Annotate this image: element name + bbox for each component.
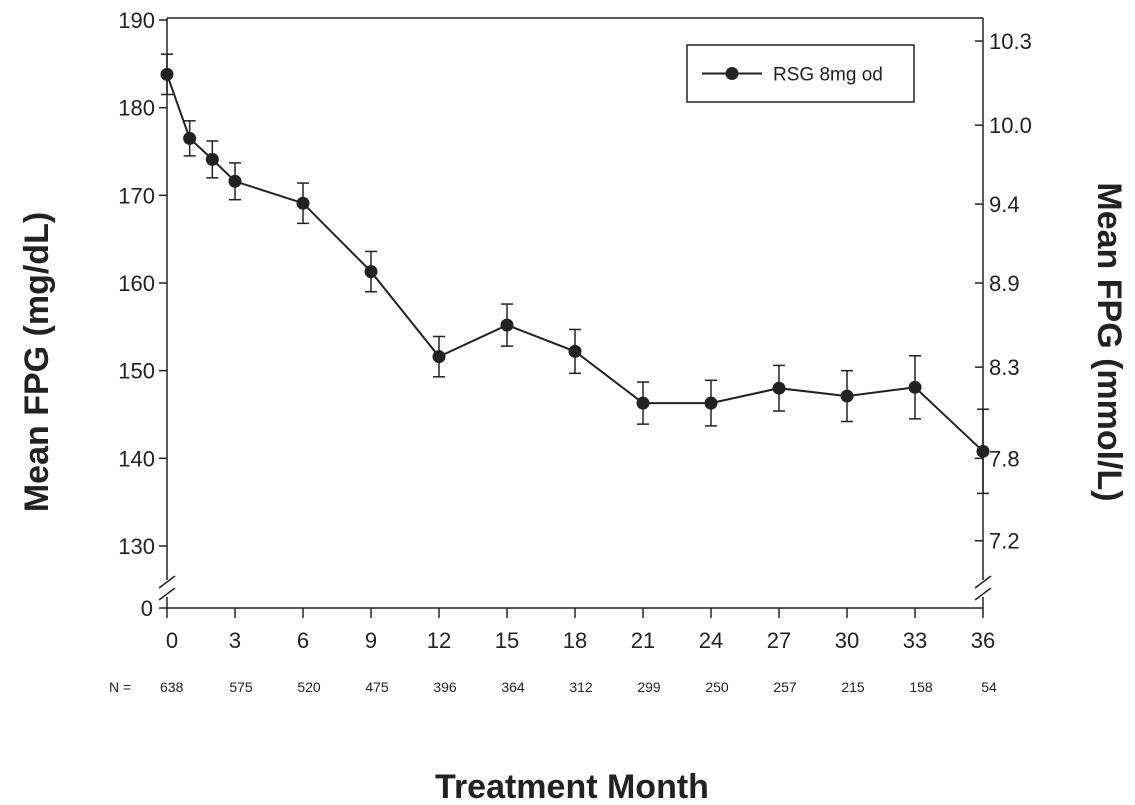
x-tick-label: 15 (495, 628, 519, 653)
x-tick-label: 33 (903, 628, 927, 653)
n-count-label: 54 (981, 679, 997, 695)
n-count-label: 215 (841, 679, 865, 695)
data-point (364, 265, 378, 279)
y-tick-label: 130 (118, 534, 155, 559)
data-point (228, 174, 242, 188)
x-axis-title: Treatment Month (435, 768, 709, 805)
y-tick-label: 150 (118, 359, 155, 384)
data-point (160, 67, 174, 81)
right-y-tick-label: 9.4 (989, 192, 1020, 217)
n-count-label: 638 (160, 679, 184, 695)
data-point (840, 389, 854, 403)
x-tick-label: 36 (971, 628, 995, 653)
n-count-label: 299 (637, 679, 661, 695)
n-count-label: 250 (705, 679, 729, 695)
series-line (166, 74, 984, 453)
data-point (636, 396, 650, 410)
data-point (772, 381, 786, 395)
x-tick-label: 30 (835, 628, 859, 653)
data-point (704, 396, 718, 410)
y-tick-label-break: 0 (141, 596, 153, 621)
n-count-label: 475 (365, 679, 389, 695)
right-y-tick-label: 8.3 (989, 355, 1020, 380)
n-count-prefix: N = (109, 679, 131, 695)
n-count-label: 257 (773, 679, 797, 695)
y-tick-label: 160 (118, 271, 155, 296)
n-count-label: 520 (297, 679, 321, 695)
y-axis-break-mark (158, 587, 176, 601)
x-tick-label: 24 (699, 628, 723, 653)
right-y-tick-label: 10.3 (989, 29, 1032, 54)
y-tick-label: 140 (118, 446, 155, 471)
n-count-label: 396 (433, 679, 457, 695)
n-count-label: 364 (501, 679, 525, 695)
right-axis-break-mark (974, 587, 992, 601)
n-count-label: 575 (229, 679, 253, 695)
right-y-tick-label: 8.9 (989, 271, 1020, 296)
x-tick-label: 27 (767, 628, 791, 653)
right-y-tick-label: 7.8 (989, 446, 1020, 471)
data-point (432, 350, 446, 364)
x-tick-label: 9 (365, 628, 377, 653)
x-tick-label: 6 (297, 628, 309, 653)
data-point (500, 318, 514, 332)
right-axis-break-mark (974, 575, 992, 589)
data-point (568, 344, 582, 358)
y-tick-label: 170 (118, 183, 155, 208)
n-count-label: 158 (909, 679, 933, 695)
right-y-tick-label: 7.2 (989, 529, 1020, 554)
legend-label: RSG 8mg od (773, 65, 883, 86)
n-count-label: 312 (569, 679, 593, 695)
right-y-axis-title: Mean FPG (mmol/L) (1090, 182, 1128, 501)
y-axis-title: Mean FPG (mg/dL) (18, 212, 56, 512)
data-point (908, 380, 922, 394)
data-point (976, 444, 990, 458)
y-tick-label: 190 (118, 8, 155, 33)
data-point (205, 152, 219, 166)
x-tick-label: 21 (631, 628, 655, 653)
y-tick-label: 180 (118, 96, 155, 121)
x-tick-label: 12 (427, 628, 451, 653)
data-point (183, 131, 197, 145)
legend-marker (725, 67, 739, 80)
y-axis-break-mark (158, 575, 176, 589)
x-tick-label: 3 (229, 628, 241, 653)
x-tick-label: 18 (563, 628, 587, 653)
x-tick-label: 0 (166, 628, 178, 653)
right-y-tick-label: 10.0 (989, 113, 1032, 138)
data-point (296, 196, 310, 210)
